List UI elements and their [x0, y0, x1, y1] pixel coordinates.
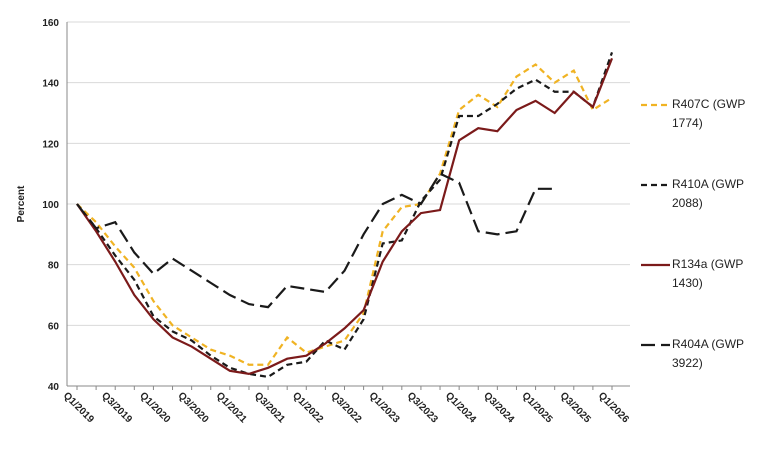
x-tick-label: Q3/2024 — [481, 390, 516, 425]
y-tick-label: 140 — [42, 79, 59, 90]
y-tick-label: 120 — [42, 139, 59, 150]
x-tick-label: Q1/2022 — [290, 390, 325, 425]
x-tick-label: Q1/2023 — [367, 390, 402, 425]
x-tick-label: Q3/2020 — [176, 390, 211, 425]
x-tick-label: Q1/2025 — [519, 390, 554, 425]
legend-label: R404A (GWP 3922) — [672, 337, 744, 370]
series-line — [76, 63, 613, 366]
x-tick-label: Q3/2021 — [252, 390, 287, 425]
series-line — [76, 57, 614, 375]
x-tick-label: Q3/2019 — [99, 390, 134, 425]
y-tick-label: 100 — [42, 200, 59, 211]
series-line — [76, 51, 614, 379]
x-tick-label: Q1/2024 — [443, 390, 478, 425]
y-axis-label: Percent — [16, 185, 27, 222]
y-tick-label: 40 — [48, 382, 60, 393]
x-tick-label: Q1/2020 — [137, 390, 172, 425]
legend-label: R407C (GWP 1774) — [672, 97, 746, 130]
legend-label: R134a (GWP 1430) — [672, 257, 744, 290]
series-line — [76, 172, 555, 309]
y-tick-label: 80 — [48, 261, 60, 272]
x-tick-label: Q1/2026 — [596, 390, 631, 425]
legend-label: R410A (GWP 2088) — [672, 177, 744, 210]
x-tick-label: Q1/2019 — [61, 390, 96, 425]
x-tick-label: Q1/2021 — [214, 390, 249, 425]
x-tick-label: Q3/2025 — [558, 390, 593, 425]
y-tick-label: 160 — [42, 18, 59, 29]
x-tick-label: Q3/2022 — [328, 390, 363, 425]
x-tick-label: Q3/2023 — [405, 390, 440, 425]
y-tick-label: 60 — [48, 321, 60, 332]
